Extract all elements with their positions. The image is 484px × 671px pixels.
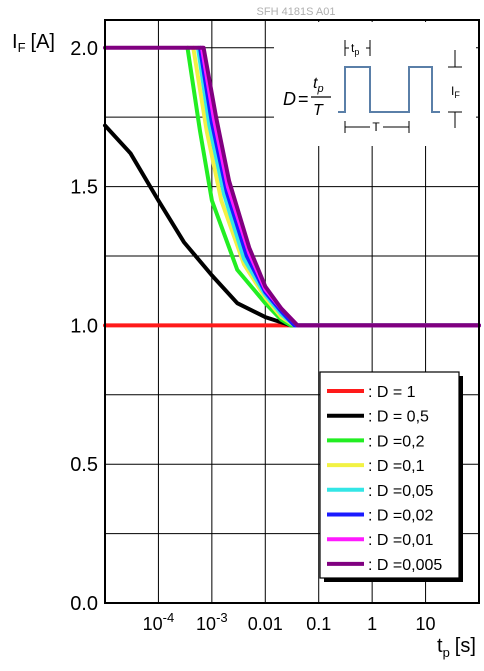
y-tick-label: 1.0 [70,315,98,337]
legend-label: : D =0,2 [368,433,425,450]
x-axis-label-sub: p [443,645,450,660]
svg-text:tp[s]: tp [s] [437,635,476,660]
series-line-8 [103,45,481,328]
pulse-train [338,66,440,113]
x-tick-label: 1 [367,614,377,634]
formula-denominator: T [313,102,324,119]
legend-entries: : D = 1 : D = 0,5 : D =0,2 : D =0,1 : D =0,0… [327,384,442,574]
legend-label: : D =0,05 [368,483,433,500]
formula-numerator-main: t [313,75,318,92]
legend-label: : D = 0,5 [368,409,429,426]
y-axis-label: IF [A] [12,31,55,55]
legend-label: : D =0,005 [368,557,442,574]
y-tick-label: 2.0 [70,38,98,60]
x-tick-label: 10-4 [143,610,175,634]
formula-numerator-sub: p [316,83,323,95]
amplitude-label: IF [451,84,460,100]
legend-label: : D =0,01 [368,532,433,549]
x-axis-label: tp [s] [437,635,476,660]
plot-frame [104,19,480,604]
x-axis-label-unit: [s] [455,635,476,657]
y-axis-label-unit: [A] [31,31,55,53]
x-tick-label: 10-3 [196,610,228,634]
svg-text:IF[A]: IF [A] [12,31,55,55]
y-tick-label: 1.5 [70,177,98,199]
pulse-waveform: tp T IF [338,40,462,134]
formula-lhs: D [283,89,296,109]
formula-numerator: tp [313,75,324,95]
y-axis-label-main: I [12,31,18,53]
y-tick-labels: 0.0 0.5 1.0 1.5 2.0 [70,38,98,615]
y-tick-label: 0.0 [70,593,98,615]
x-tick-label: 0.1 [306,614,331,634]
x-tick-labels: 10-4 10-3 0.01 0.1 1 10 [143,610,436,634]
pulse-width-label: tp [351,41,359,57]
figure-code: SFH 4181S A01 [257,6,336,18]
series-line-6 [198,45,481,328]
tp-label-bg [349,41,366,54]
x-tick-label: 10 [416,614,436,634]
y-axis-label-sub: F [18,40,26,55]
legend-box [319,371,460,579]
period-label: T [372,120,380,134]
legend-label: : D =0,1 [368,458,425,475]
series-line-2 [103,123,481,328]
legend-label: : D =0,02 [368,508,433,525]
series-lines [103,45,481,328]
period-label-bg [370,120,383,133]
x-axis-label-main: t [437,635,443,657]
formula-eq: = [298,89,309,109]
legend: : D = 1 : D = 0,5 : D =0,2 : D =0,1 : D =0,0… [319,371,463,582]
legend-label: : D = 1 [368,384,416,401]
y-tick-label: 0.5 [70,454,98,476]
x-tick-label: 0.01 [248,614,283,634]
